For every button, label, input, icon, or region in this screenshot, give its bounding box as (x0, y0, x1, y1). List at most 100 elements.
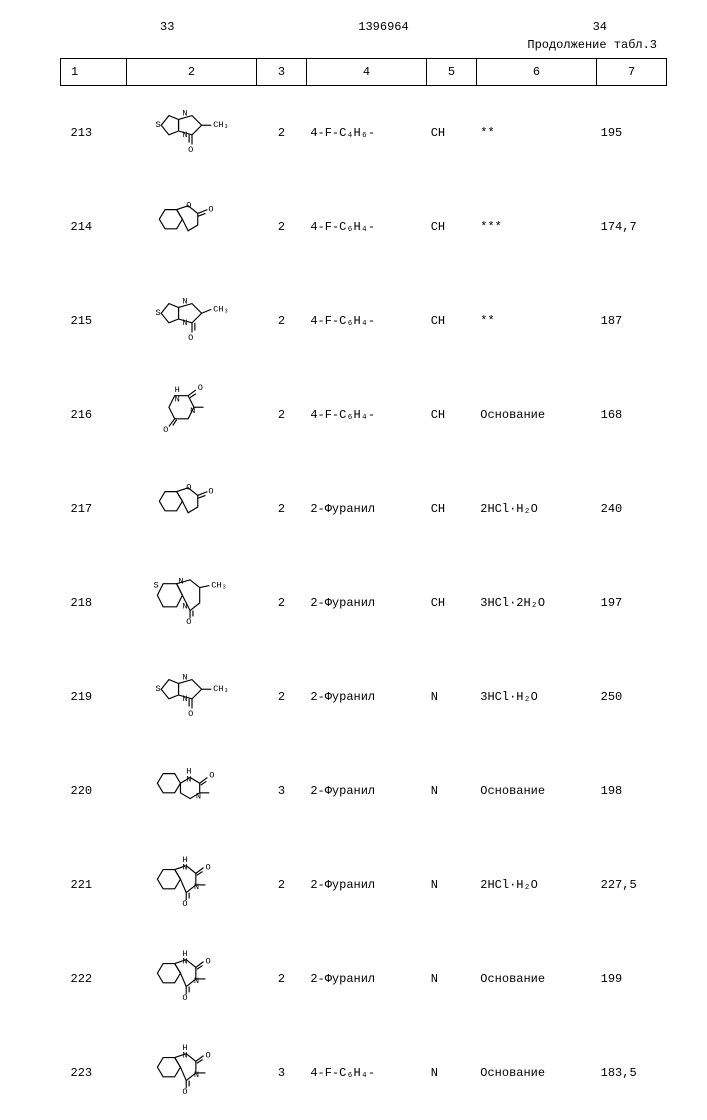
cell-id: 223 (61, 1026, 127, 1120)
table-row: 221 2 2-Фуранил N 2HCl·H₂O 227,5 (61, 838, 667, 932)
cell-salt: Основание (476, 744, 596, 838)
cell-structure (126, 462, 257, 556)
data-table: 1 2 3 4 5 6 7 213 2 4-F-C₄H₆- CH ** 195 … (60, 58, 667, 1120)
cell-substituent: 4-F-C₄H₆- (306, 86, 426, 181)
cell-mp: 199 (597, 932, 667, 1026)
cell-salt: *** (476, 180, 596, 274)
cell-salt: 3HCl·2H₂O (476, 556, 596, 650)
cell-salt: ** (476, 86, 596, 181)
cell-mp: 174,7 (597, 180, 667, 274)
cell-atom: N (427, 932, 477, 1026)
cell-salt: 3HCl·H₂O (476, 650, 596, 744)
cell-salt: Основание (476, 1026, 596, 1120)
table-row: 216 2 4-F-C₆H₄- CH Основание 168 (61, 368, 667, 462)
col-7-header: 7 (597, 59, 667, 86)
cell-mp: 195 (597, 86, 667, 181)
cell-atom: N (427, 744, 477, 838)
cell-n: 2 (257, 274, 307, 368)
col-5-header: 5 (427, 59, 477, 86)
cell-id: 220 (61, 744, 127, 838)
cell-id: 215 (61, 274, 127, 368)
cell-structure (126, 932, 257, 1026)
cell-structure (126, 86, 257, 181)
cell-atom: N (427, 838, 477, 932)
table-row: 223 3 4-F-C₆H₄- N Основание 183,5 (61, 1026, 667, 1120)
cell-atom: CH (427, 462, 477, 556)
cell-id: 219 (61, 650, 127, 744)
cell-n: 2 (257, 650, 307, 744)
cell-salt: ** (476, 274, 596, 368)
continuation-label: Продолжение табл.3 (60, 38, 667, 52)
cell-mp: 250 (597, 650, 667, 744)
table-row: 222 2 2-Фуранил N Основание 199 (61, 932, 667, 1026)
cell-id: 217 (61, 462, 127, 556)
cell-structure (126, 556, 257, 650)
cell-structure (126, 744, 257, 838)
cell-mp: 240 (597, 462, 667, 556)
cell-mp: 183,5 (597, 1026, 667, 1120)
table-row: 218 2 2-Фуранил CH 3HCl·2H₂O 197 (61, 556, 667, 650)
cell-id: 213 (61, 86, 127, 181)
cell-substituent: 2-Фуранил (306, 556, 426, 650)
table-row: 220 3 2-Фуранил N Основание 198 (61, 744, 667, 838)
cell-n: 2 (257, 180, 307, 274)
cell-mp: 168 (597, 368, 667, 462)
header-row: 1 2 3 4 5 6 7 (61, 59, 667, 86)
page-right-num: 34 (593, 20, 607, 34)
cell-atom: CH (427, 274, 477, 368)
page-left-num: 33 (160, 20, 174, 34)
cell-atom: CH (427, 180, 477, 274)
cell-structure (126, 368, 257, 462)
cell-n: 2 (257, 932, 307, 1026)
cell-atom: N (427, 1026, 477, 1120)
table-row: 217 2 2-Фуранил CH 2HCl·H₂O 240 (61, 462, 667, 556)
cell-n: 2 (257, 368, 307, 462)
cell-atom: CH (427, 368, 477, 462)
cell-substituent: 2-Фуранил (306, 838, 426, 932)
table-row: 213 2 4-F-C₄H₆- CH ** 195 (61, 86, 667, 181)
table-row: 215 2 4-F-C₆H₄- CH ** 187 (61, 274, 667, 368)
cell-atom: CH (427, 86, 477, 181)
cell-structure (126, 1026, 257, 1120)
cell-mp: 198 (597, 744, 667, 838)
cell-id: 222 (61, 932, 127, 1026)
cell-atom: CH (427, 556, 477, 650)
cell-substituent: 2-Фуранил (306, 744, 426, 838)
cell-salt: Основание (476, 368, 596, 462)
cell-mp: 187 (597, 274, 667, 368)
cell-salt: 2HCl·H₂O (476, 462, 596, 556)
cell-substituent: 2-Фуранил (306, 932, 426, 1026)
cell-n: 3 (257, 744, 307, 838)
cell-id: 214 (61, 180, 127, 274)
cell-mp: 227,5 (597, 838, 667, 932)
cell-substituent: 4-F-C₆H₄- (306, 368, 426, 462)
cell-substituent: 4-F-C₆H₄- (306, 180, 426, 274)
cell-substituent: 2-Фуранил (306, 462, 426, 556)
cell-id: 216 (61, 368, 127, 462)
cell-n: 2 (257, 838, 307, 932)
cell-n: 2 (257, 556, 307, 650)
cell-substituent: 4-F-C₆H₄- (306, 274, 426, 368)
cell-mp: 197 (597, 556, 667, 650)
cell-structure (126, 838, 257, 932)
col-2-header: 2 (126, 59, 257, 86)
doc-number: 1396964 (358, 20, 408, 34)
cell-n: 2 (257, 462, 307, 556)
col-6-header: 6 (476, 59, 596, 86)
cell-n: 2 (257, 86, 307, 181)
cell-id: 218 (61, 556, 127, 650)
cell-substituent: 2-Фуранил (306, 650, 426, 744)
cell-structure (126, 180, 257, 274)
cell-n: 3 (257, 1026, 307, 1120)
table-row: 214 2 4-F-C₆H₄- CH *** 174,7 (61, 180, 667, 274)
cell-structure (126, 650, 257, 744)
cell-id: 221 (61, 838, 127, 932)
cell-substituent: 4-F-C₆H₄- (306, 1026, 426, 1120)
cell-salt: 2HCl·H₂O (476, 838, 596, 932)
cell-atom: N (427, 650, 477, 744)
cell-salt: Основание (476, 932, 596, 1026)
col-1-header: 1 (61, 59, 127, 86)
cell-structure (126, 274, 257, 368)
col-3-header: 3 (257, 59, 307, 86)
table-row: 219 2 2-Фуранил N 3HCl·H₂O 250 (61, 650, 667, 744)
